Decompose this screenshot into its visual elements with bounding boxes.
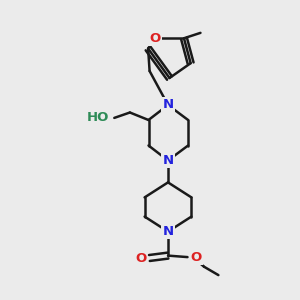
Text: N: N xyxy=(162,98,174,112)
Text: HO: HO xyxy=(86,111,109,124)
Text: N: N xyxy=(162,154,174,167)
Text: O: O xyxy=(190,250,202,264)
Text: O: O xyxy=(135,251,146,265)
Text: N: N xyxy=(162,225,174,238)
Text: O: O xyxy=(149,32,161,45)
